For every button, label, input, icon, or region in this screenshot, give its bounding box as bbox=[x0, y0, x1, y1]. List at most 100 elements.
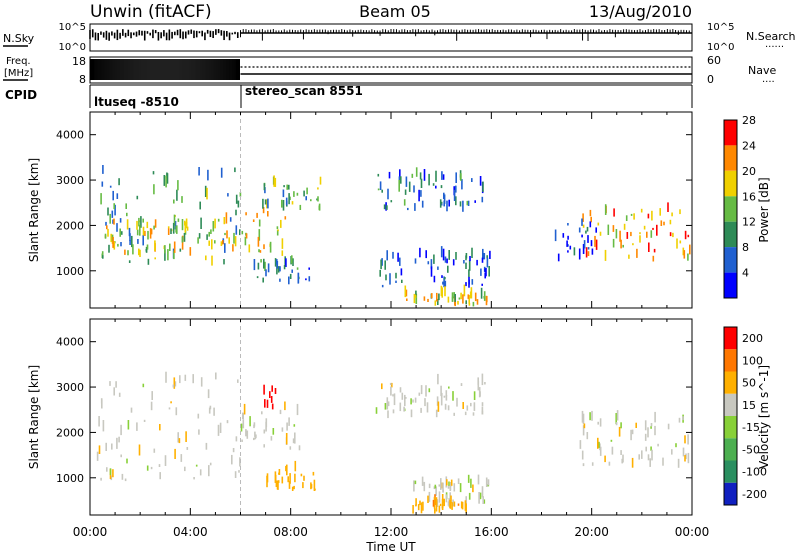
velocity-cell bbox=[120, 424, 122, 436]
velocity-cell bbox=[242, 413, 244, 420]
power-cell bbox=[582, 213, 584, 222]
velocity-cell bbox=[644, 433, 647, 441]
power-cell bbox=[444, 256, 447, 263]
power-cell bbox=[465, 300, 467, 305]
power-cell bbox=[276, 229, 279, 236]
power-cell bbox=[581, 234, 583, 238]
power-cell bbox=[455, 252, 457, 260]
power-cell bbox=[189, 247, 192, 256]
power-cell bbox=[679, 240, 682, 244]
power-cell bbox=[441, 171, 443, 180]
power-cell bbox=[485, 267, 487, 277]
power-cell bbox=[125, 203, 127, 209]
power-cell bbox=[479, 176, 482, 186]
power-cell bbox=[399, 169, 401, 180]
power-cell bbox=[116, 223, 118, 232]
power-cell bbox=[181, 238, 184, 250]
power-cell bbox=[149, 228, 152, 239]
velocity-cell bbox=[263, 429, 266, 434]
power-cell bbox=[620, 239, 622, 249]
power-cell bbox=[277, 266, 280, 273]
power-cell bbox=[207, 169, 209, 181]
velocity-cell bbox=[387, 410, 389, 419]
power-cell bbox=[581, 218, 583, 226]
power-cell bbox=[454, 294, 456, 305]
power-cell bbox=[669, 232, 672, 237]
velocity-cell bbox=[611, 446, 614, 455]
cpid-mode-1: ltuseq -8510 bbox=[94, 95, 179, 109]
velocity-cell bbox=[159, 472, 161, 480]
power-cell bbox=[656, 224, 658, 236]
power-cell bbox=[281, 199, 283, 208]
power-cell bbox=[267, 263, 270, 273]
velocity-cell bbox=[436, 396, 439, 406]
velocity-cell bbox=[456, 397, 458, 407]
power-cell bbox=[245, 233, 248, 239]
power-cell bbox=[283, 265, 286, 270]
power-cell bbox=[438, 293, 440, 301]
velocity-panel-frame bbox=[89, 318, 693, 516]
velocity-cell bbox=[405, 397, 407, 399]
power-cell bbox=[217, 218, 220, 222]
velocity-cell bbox=[175, 407, 178, 416]
power-cell bbox=[647, 213, 650, 219]
power-cell bbox=[264, 261, 266, 271]
power-cell bbox=[167, 226, 170, 229]
power-cell bbox=[392, 251, 394, 259]
power-cell bbox=[446, 258, 448, 264]
power-cell bbox=[463, 260, 465, 264]
power-cell bbox=[669, 219, 672, 225]
power-cell bbox=[147, 230, 149, 240]
velocity-cell bbox=[173, 377, 176, 389]
power-cell bbox=[476, 299, 479, 305]
power-cell bbox=[472, 301, 475, 307]
power-cell bbox=[291, 255, 293, 264]
power-colorbar-segment bbox=[724, 120, 737, 146]
power-cell bbox=[399, 257, 401, 266]
velocity-cell bbox=[598, 441, 600, 448]
power-cell bbox=[258, 249, 260, 253]
velocity-cell bbox=[279, 409, 282, 415]
power-cell bbox=[235, 225, 238, 235]
velocity-cell bbox=[243, 403, 246, 415]
power-cell bbox=[463, 284, 466, 297]
power-cell bbox=[235, 209, 237, 216]
power-cell bbox=[377, 188, 380, 191]
velocity-cell bbox=[647, 454, 650, 461]
power-cell bbox=[413, 185, 415, 193]
velocity-cell bbox=[481, 402, 484, 407]
power-cell bbox=[184, 230, 187, 235]
power-cell bbox=[111, 210, 114, 218]
velocity-cell bbox=[393, 393, 396, 406]
velocity-cell bbox=[449, 485, 452, 491]
power-cell bbox=[567, 244, 569, 247]
velocity-colorbar-tick: 50 bbox=[742, 377, 756, 390]
velocity-cell bbox=[589, 412, 591, 421]
velocity-cell bbox=[208, 407, 211, 414]
power-cell bbox=[405, 176, 408, 187]
velocity-cell bbox=[441, 392, 443, 396]
power-cell bbox=[113, 218, 115, 225]
power-cell bbox=[164, 245, 166, 254]
velocity-cell bbox=[105, 442, 107, 451]
power-cell bbox=[257, 262, 260, 270]
power-cell bbox=[684, 230, 687, 240]
velocity-cell bbox=[392, 394, 394, 397]
velocity-cell bbox=[263, 384, 265, 395]
velocity-cell bbox=[98, 445, 101, 454]
velocity-cell bbox=[413, 480, 415, 492]
velocity-cell bbox=[286, 464, 288, 476]
power-cell bbox=[557, 253, 560, 262]
power-cell bbox=[269, 241, 272, 253]
power-cell bbox=[154, 219, 157, 228]
power-cell bbox=[397, 252, 399, 262]
power-cell bbox=[166, 173, 169, 184]
power-cell bbox=[420, 190, 422, 197]
power-cell bbox=[385, 274, 387, 281]
power-cell bbox=[185, 218, 188, 223]
power-cell bbox=[181, 219, 184, 231]
power-cell bbox=[119, 218, 122, 223]
velocity-cell bbox=[313, 479, 316, 491]
velocity-cell bbox=[302, 482, 304, 489]
power-colorbar-tick: 20 bbox=[742, 165, 756, 178]
